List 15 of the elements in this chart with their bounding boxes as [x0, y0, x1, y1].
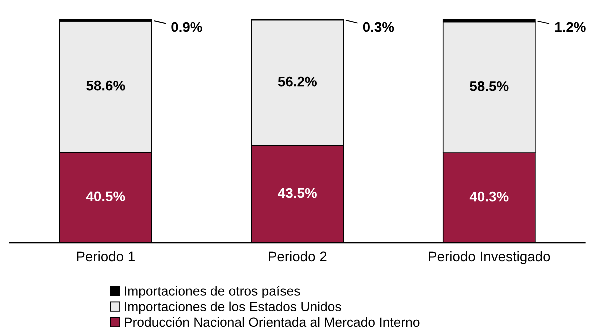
data-label: 40.5%: [86, 192, 126, 202]
data-label: 0.9%: [172, 22, 202, 32]
data-label: 0.3%: [363, 22, 394, 32]
x-tick-label: Periodo Investigado: [429, 251, 550, 264]
legend-label: Importaciones de los Estados Unidos: [125, 302, 342, 314]
data-label: 58.6%: [86, 80, 126, 91]
legend-label: Producción Nacional Orientada al Mercado Interno: [125, 317, 420, 328]
legend-label: Importaciones de otros países: [125, 286, 300, 299]
x-tick-label: Periodo 2: [269, 251, 327, 262]
data-label: 58.5%: [470, 81, 509, 92]
data-label: 43.5%: [278, 188, 317, 198]
data-label: 56.2%: [278, 76, 317, 87]
data-label: 1.2%: [555, 22, 586, 32]
data-label: 40.3%: [470, 192, 509, 202]
x-tick-label: Periodo 1: [77, 251, 135, 262]
